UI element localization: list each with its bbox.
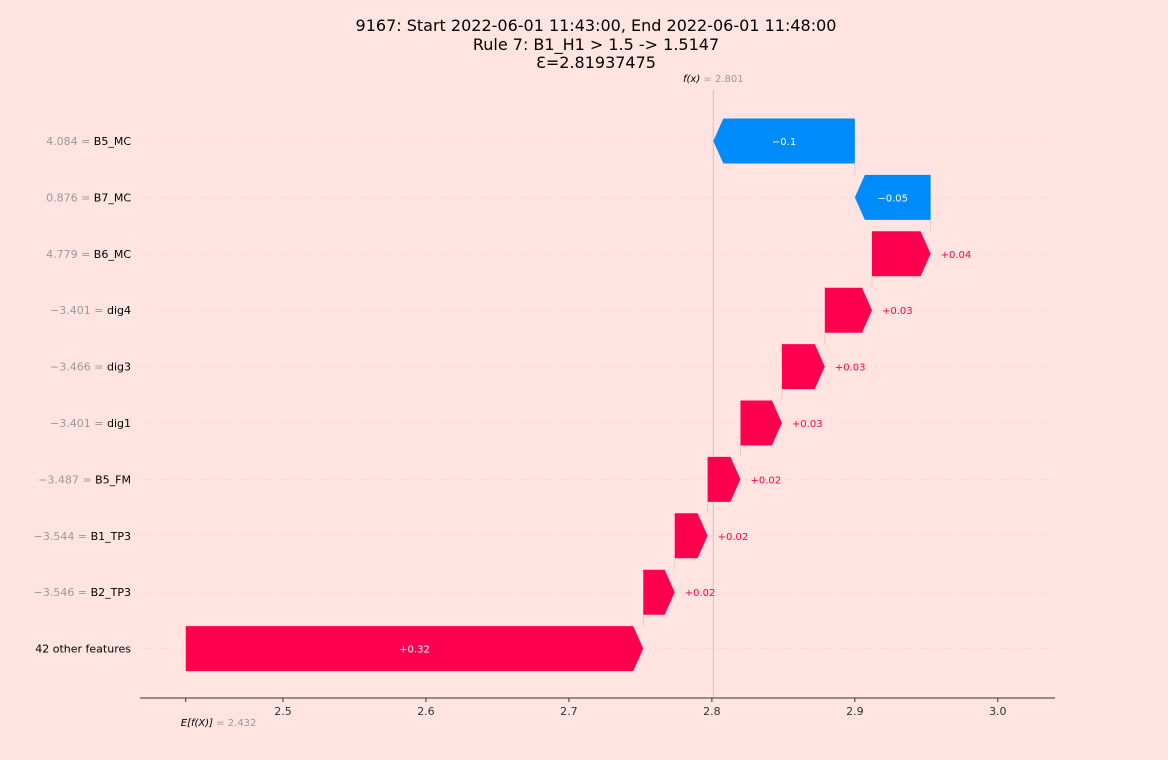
- fx-label-value: = 2.801: [700, 74, 743, 85]
- feature-name: dig3: [107, 361, 131, 374]
- feature-label: −3.401 = dig4: [50, 304, 131, 317]
- bar-dig4: [824, 287, 872, 333]
- feature-value: −3.544 =: [34, 530, 91, 543]
- feature-value: 4.779 =: [46, 248, 94, 261]
- x-tick-label: 3.0: [989, 705, 1007, 718]
- bar-b7_mc: [854, 174, 931, 220]
- feature-name: B2_TP3: [91, 586, 131, 599]
- feature-value: −3.487 =: [38, 473, 95, 486]
- feature-name: B5_FM: [95, 473, 131, 486]
- fx-label-prefix: f(x): [683, 74, 700, 85]
- feature-label: 42 other features: [35, 643, 131, 656]
- feature-label: 4.084 = B5_MC: [46, 135, 131, 148]
- feature-value: −3.401 =: [50, 304, 107, 317]
- bar-b5_mc: [713, 118, 855, 164]
- feature-name: B1_TP3: [91, 530, 131, 543]
- feature-value: 4.084 =: [46, 135, 94, 148]
- feature-value: −3.466 =: [50, 361, 107, 374]
- bar-42-other-features: [185, 626, 644, 672]
- feature-name: dig4: [107, 304, 131, 317]
- x-tick-label: 2.8: [703, 705, 721, 718]
- contribution-label: +0.03: [882, 306, 913, 317]
- contribution-label: +0.04: [941, 250, 972, 261]
- feature-name: B7_MC: [94, 191, 132, 204]
- contribution-label: −0.05: [877, 193, 908, 204]
- contribution-label: +0.03: [835, 363, 866, 374]
- feature-label: −3.544 = B1_TP3: [34, 530, 131, 543]
- contribution-label: +0.32: [399, 645, 430, 656]
- feature-name: B6_MC: [94, 248, 132, 261]
- fx-label: f(x) = 2.801: [683, 74, 744, 85]
- contribution-label: +0.02: [685, 588, 716, 599]
- feature-label: 4.779 = B6_MC: [46, 248, 131, 261]
- contribution-label: +0.02: [718, 532, 749, 543]
- bar-b2_tp3: [643, 569, 675, 615]
- feature-label: −3.401 = dig1: [50, 417, 131, 430]
- bar-b1_tp3: [674, 513, 708, 559]
- x-tick-label: 2.7: [560, 705, 578, 718]
- feature-label: −3.466 = dig3: [50, 361, 131, 374]
- contribution-label: +0.03: [792, 419, 823, 430]
- feature-value: −3.401 =: [50, 417, 107, 430]
- base-value-label: E[f(X)] = 2.432: [181, 718, 257, 729]
- x-tick-label: 2.9: [846, 705, 864, 718]
- feature-label: 0.876 = B7_MC: [46, 191, 131, 204]
- feature-name: 42 other features: [35, 643, 131, 656]
- x-tick-label: 2.5: [274, 705, 292, 718]
- contribution-label: +0.02: [750, 475, 781, 486]
- bar-b6_mc: [872, 231, 931, 277]
- x-tick-label: 2.6: [417, 705, 435, 718]
- feature-value: 0.876 =: [46, 191, 94, 204]
- chart-title-line-2: Rule 7: B1_H1 > 1.5 -> 1.5147: [473, 35, 719, 55]
- feature-name: B5_MC: [94, 135, 132, 148]
- base-value-number: = 2.432: [213, 718, 256, 729]
- chart-title-line-1: 9167: Start 2022-06-01 11:43:00, End 202…: [356, 16, 837, 35]
- feature-label: −3.487 = B5_FM: [38, 473, 131, 486]
- bar-dig1: [740, 400, 782, 446]
- bar-b5_fm: [707, 456, 741, 502]
- bar-dig3: [781, 344, 825, 390]
- contribution-label: −0.1: [772, 137, 796, 148]
- chart-layer: f(x) = 2.801 4.084 = B5_MC −0.1 0.876 = B7_…: [34, 74, 1055, 729]
- feature-value: −3.546 =: [34, 586, 91, 599]
- base-value-prefix: E[f(X)]: [181, 718, 213, 729]
- feature-label: −3.546 = B2_TP3: [34, 586, 131, 599]
- feature-name: dig1: [107, 417, 131, 430]
- chart-title-line-3: Ɛ=2.81937475: [536, 53, 656, 72]
